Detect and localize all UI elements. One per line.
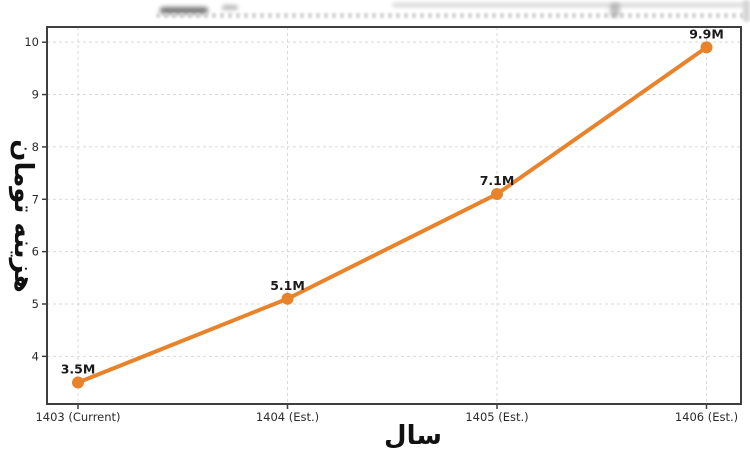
y-tick-label: 7 (32, 192, 39, 206)
title-blur-smudge (743, 0, 750, 22)
title-blur-smudge (156, 13, 748, 18)
x-tick-label: 1405 (Est.) (465, 410, 528, 424)
plot-border (46, 26, 742, 405)
y-tick-label: 10 (24, 35, 39, 49)
title-blur-smudge (222, 5, 238, 10)
data-point-marker (700, 41, 713, 54)
data-point-label: 7.1M (480, 173, 515, 188)
title-blur-smudge (610, 3, 620, 17)
y-tick-label: 6 (32, 245, 39, 259)
data-point-marker (281, 292, 294, 305)
x-tick-label: 1403 (Current) (35, 410, 120, 424)
y-tick-label: 8 (32, 140, 39, 154)
redacted-title-blur (0, 0, 750, 26)
y-axis-label: هزینه تومان (8, 139, 38, 293)
x-tick-label: 1404 (Est.) (256, 410, 319, 424)
data-point-marker (72, 376, 84, 389)
data-point-label: 5.1M (270, 278, 305, 293)
cost-line (76, 45, 709, 385)
y-tick-label: 4 (32, 349, 39, 363)
x-tick-label: 1406 (Est.) (675, 410, 738, 424)
y-tick-label: 9 (32, 88, 39, 102)
x-axis-label: سال (384, 421, 442, 449)
data-point-label: 9.9M (689, 26, 724, 41)
title-blur-smudge (160, 7, 208, 14)
data-point-label: 3.5M (61, 362, 96, 377)
y-tick-label: 5 (32, 297, 39, 311)
title-blur-smudge (392, 2, 748, 8)
data-point-marker (491, 188, 503, 201)
